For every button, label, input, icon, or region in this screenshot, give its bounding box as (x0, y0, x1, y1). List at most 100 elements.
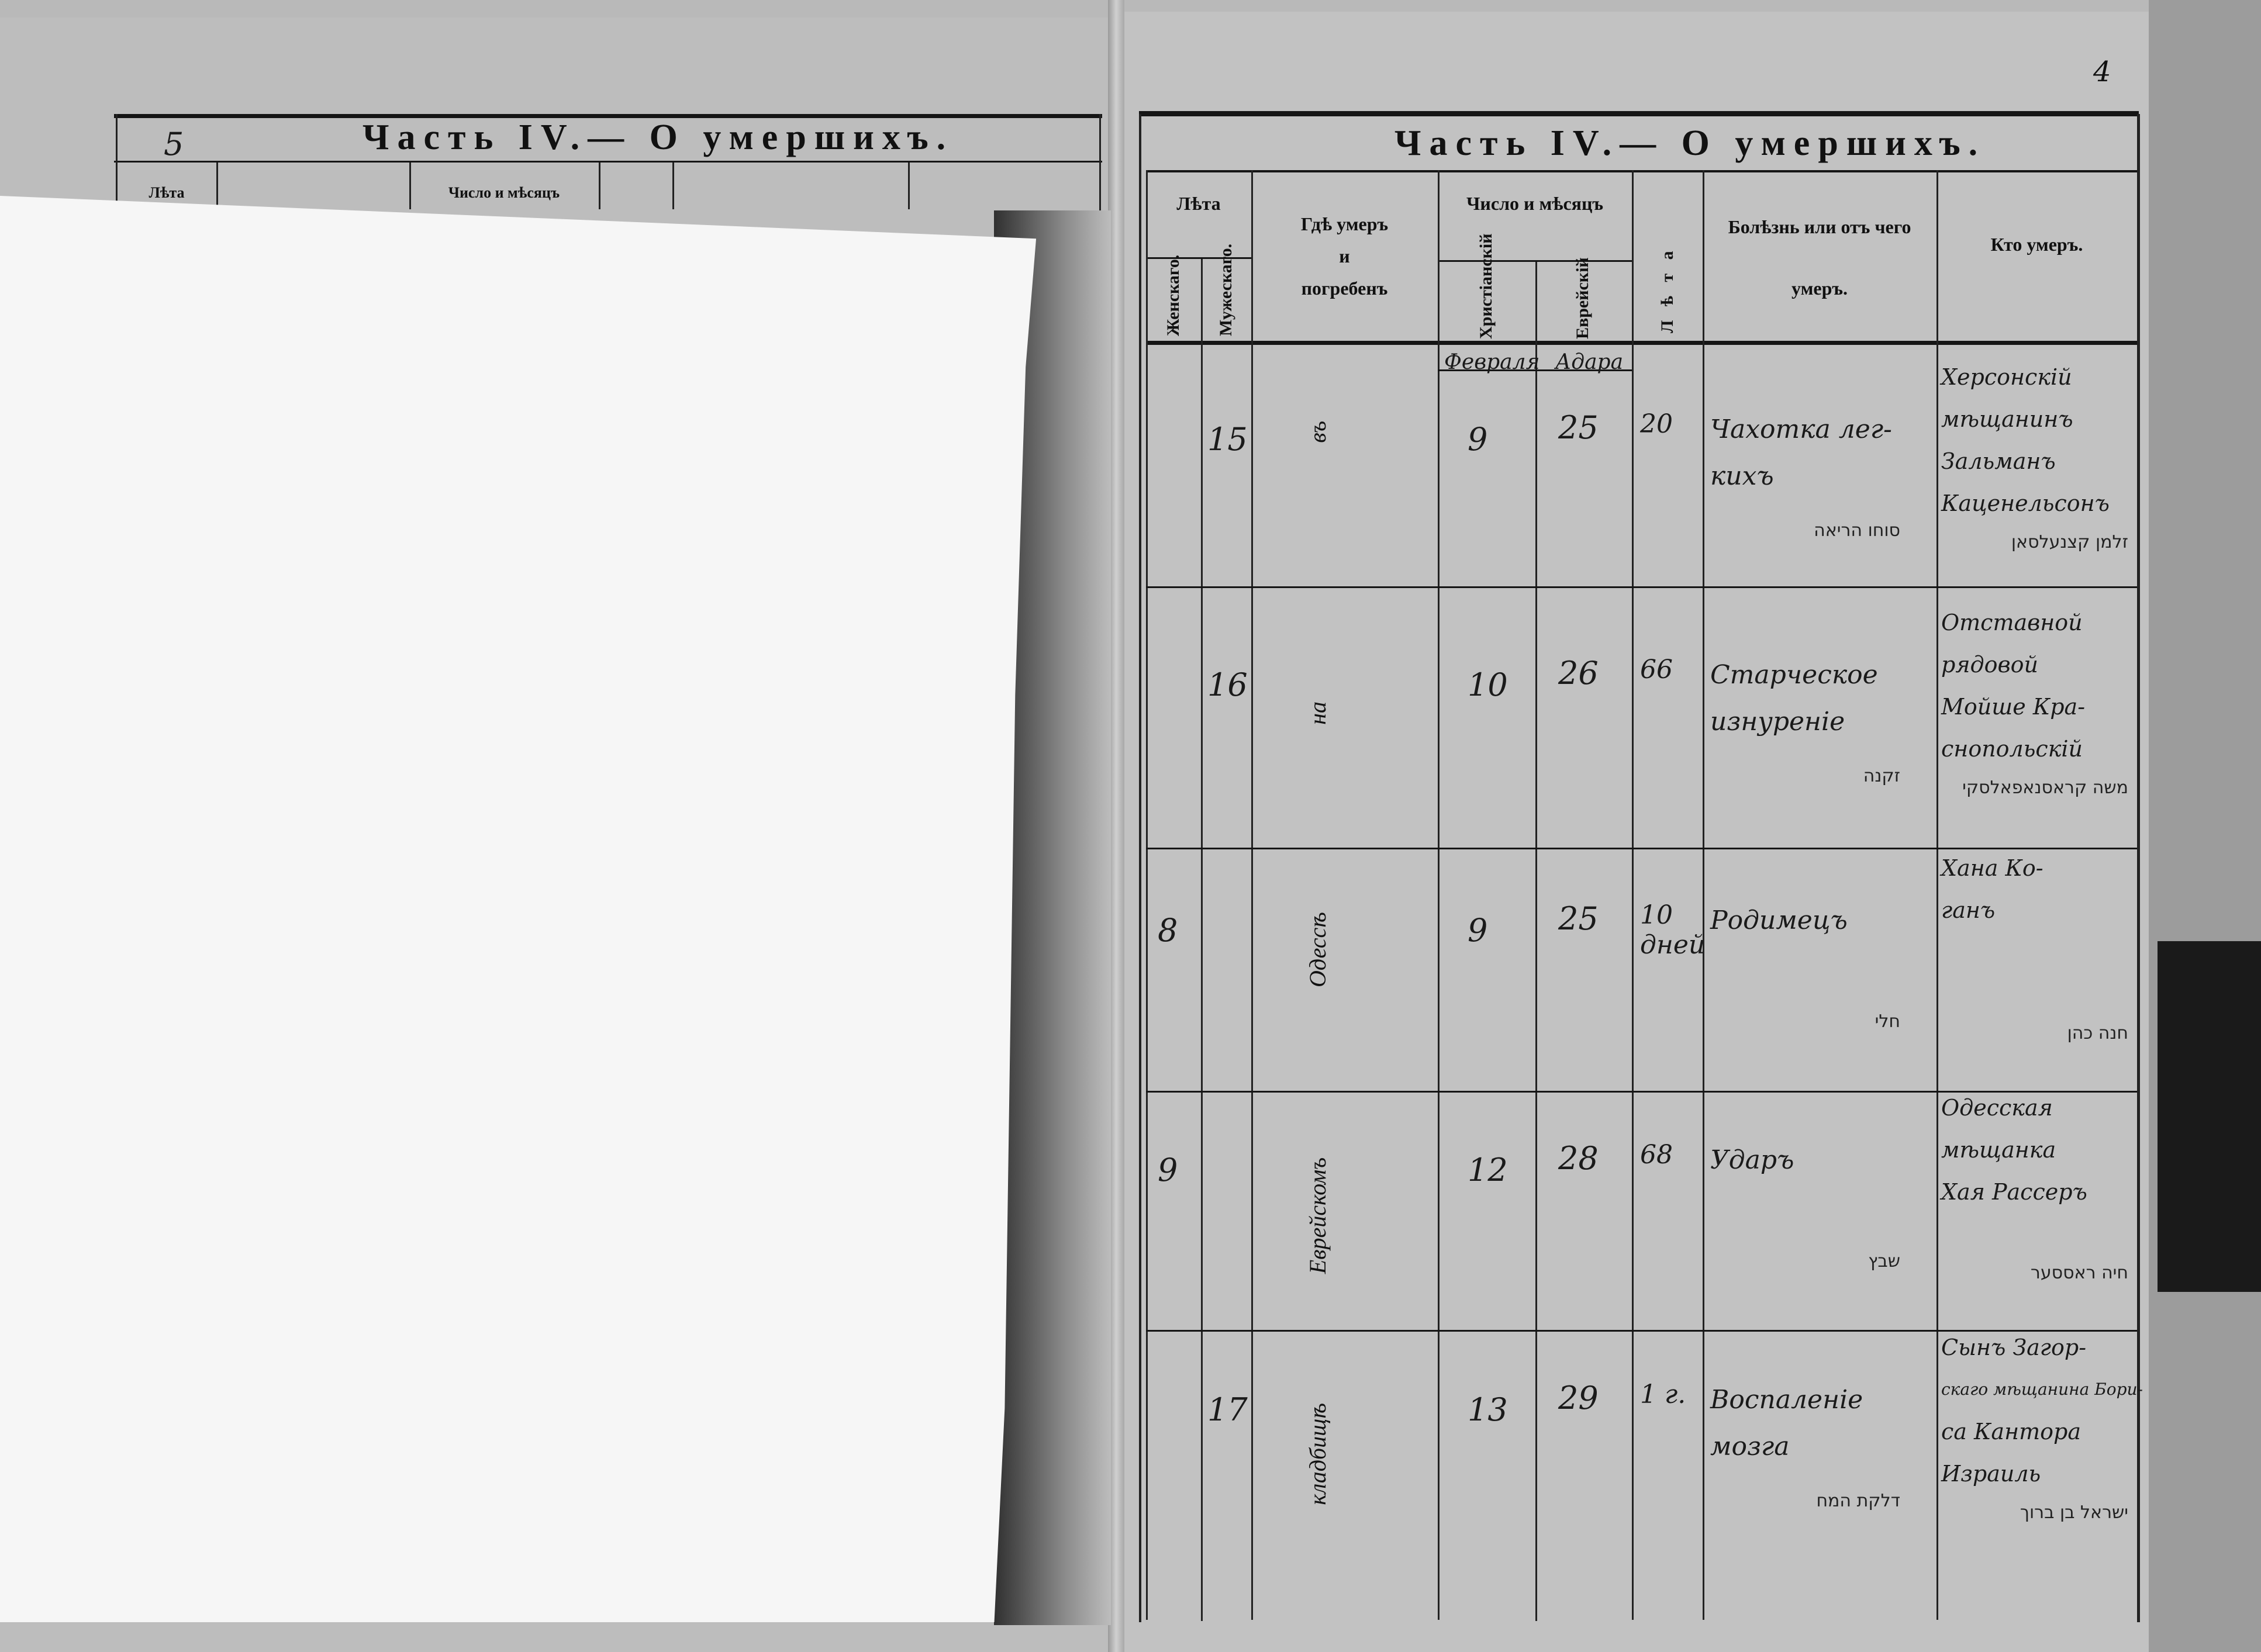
page-number: 4 (2093, 56, 2111, 88)
disease-note-hebrew: סוחו הריאה (1814, 520, 1900, 541)
deceased-name-hebrew: חיה ראססער (2030, 1263, 2128, 1283)
jewish-day: 25 (1558, 900, 1599, 937)
col-line (1201, 259, 1203, 1621)
deceased-name: са Кантора (1941, 1419, 2081, 1444)
right-header-top-rule (1146, 170, 2137, 172)
deceased-name: скаго мѣщанина Бори- (1941, 1380, 2143, 1399)
place-text: въ (1304, 421, 1331, 443)
age-years: 1 г. (1640, 1380, 1686, 1409)
header-disease-2: умеръ. (1791, 278, 1848, 299)
header-place-3: погребенъ (1301, 278, 1388, 299)
right-page-title: Часть IV.— О умершихъ. (1394, 123, 1986, 163)
col-line (1535, 262, 1537, 1621)
disease-text: Старческое (1710, 660, 1878, 690)
header-date: Число и мѣсяцъ (1466, 193, 1604, 214)
header-female: Женскаго. (1164, 254, 1183, 336)
age-years: 10 дней (1640, 900, 1706, 960)
age-years: 68 (1640, 1140, 1673, 1170)
row-divider (1146, 1330, 2137, 1332)
jewish-day: 26 (1558, 655, 1599, 692)
deceased-name: Хана Ко- (1941, 855, 2043, 881)
left-col-line (599, 163, 600, 209)
jewish-day: 28 (1558, 1140, 1599, 1177)
header-place-2: и (1339, 246, 1350, 267)
row-divider (1146, 848, 2137, 849)
christian-day: 13 (1468, 1391, 1508, 1428)
covering-paper-sheet (0, 196, 1037, 1622)
left-header-date: Число и мѣсяцъ (448, 184, 560, 201)
age-subheader-rule (1146, 257, 1251, 259)
place-text: Еврейскомъ (1304, 1157, 1331, 1274)
col-line (1438, 170, 1440, 1620)
row-divider (1146, 586, 2137, 588)
place-text: кладбищѣ (1304, 1403, 1331, 1505)
deceased-name: рядовой (1941, 652, 2038, 678)
header-christian: Христіанскій (1476, 233, 1496, 339)
left-col-line (409, 163, 411, 209)
deceased-name: мѣщанинъ (1941, 406, 2073, 432)
col-line (1251, 170, 1253, 1620)
deceased-name: Израиль (1941, 1461, 2041, 1487)
header-male: Мужескаго. (1216, 243, 1235, 336)
left-corner-mark: 5 (164, 126, 184, 163)
right-top-rule (1139, 111, 2139, 116)
disease-note-hebrew: שבץ (1868, 1251, 1900, 1271)
left-col-line (672, 163, 674, 209)
female-age: 9 (1158, 1152, 1178, 1188)
deceased-name-hebrew: משה קראסנאפאלסקי (1962, 777, 2128, 798)
header-jewish: Еврейскій (1573, 257, 1592, 339)
header-age: Лѣта (1176, 193, 1221, 214)
female-age: 8 (1158, 912, 1178, 949)
deceased-name: Отставной (1941, 610, 2083, 635)
dark-bookmark-strip (2158, 941, 2261, 1292)
disease-text: Воспаленіе (1710, 1385, 1863, 1415)
male-age: 17 (1207, 1391, 1248, 1428)
deceased-name: Одесская (1941, 1095, 2053, 1121)
disease-text: изнуреніе (1710, 707, 1845, 737)
place-text: на (1304, 701, 1331, 725)
disease-text: Ударъ (1710, 1145, 1794, 1175)
row-divider (1146, 1091, 2137, 1093)
age-years: 20 (1640, 409, 1673, 439)
place-text: Одессѣ (1304, 912, 1331, 988)
date-subheader-rule (1438, 260, 1632, 262)
deceased-name: Херсонскій (1941, 364, 2072, 390)
christian-day: 12 (1468, 1152, 1508, 1188)
jewish-day: 29 (1558, 1380, 1599, 1416)
left-header-age: Лѣта (149, 184, 185, 201)
male-age: 15 (1207, 421, 1248, 458)
left-header-rule (114, 161, 1102, 163)
right-frame-right (2137, 114, 2140, 1622)
disease-note-hebrew: דלקת המח (1816, 1491, 1900, 1511)
right-frame-left (1139, 114, 1141, 1622)
christian-day: 9 (1468, 912, 1488, 949)
age-years: 66 (1640, 655, 1673, 685)
deceased-name-hebrew: ישראל בן ברוך (2020, 1502, 2128, 1523)
left-top-rule (114, 114, 1102, 118)
deceased-name-hebrew: זלמן קצנעלסאן (2011, 532, 2128, 552)
month-christian: Февраля (1444, 350, 1540, 374)
col-line (1936, 170, 1938, 1620)
disease-text: мозга (1710, 1432, 1790, 1461)
male-age: 16 (1207, 666, 1248, 703)
deceased-name: ганъ (1941, 897, 1996, 923)
month-jewish: Адара (1555, 350, 1624, 374)
right-page (1120, 12, 2149, 1652)
deceased-name: Каценельсонъ (1941, 490, 2110, 516)
col-line (1146, 170, 1148, 1620)
header-place-1: Гдѣ умеръ (1300, 213, 1389, 234)
disease-note-hebrew: זקנה (1863, 766, 1900, 786)
left-col-line (216, 163, 218, 209)
christian-day: 10 (1468, 666, 1508, 703)
deceased-name-hebrew: חנה כהן (2067, 1023, 2128, 1043)
right-header-bottom-rule (1146, 341, 2137, 345)
col-line (1703, 170, 1704, 1620)
header-years: Л ѣ т а (1658, 246, 1677, 333)
left-page-title: Часть IV.— О умершихъ. (363, 117, 954, 157)
deceased-name: мѣщанка (1941, 1137, 2056, 1163)
disease-text: Чахотка лег- (1710, 414, 1892, 444)
header-who: Кто умеръ. (1990, 234, 2083, 255)
deceased-name: Хая Рассеръ (1941, 1179, 2087, 1205)
scan-background-edge (2149, 0, 2261, 1652)
left-col-line (908, 163, 910, 209)
